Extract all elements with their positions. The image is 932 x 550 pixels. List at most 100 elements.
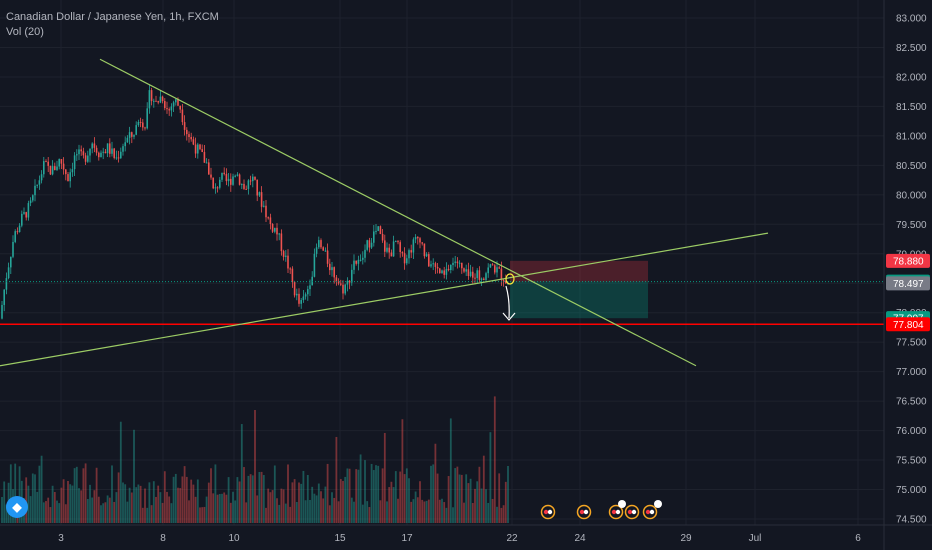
candle-body	[395, 241, 397, 243]
volume-bar	[49, 507, 52, 523]
volume-bar	[287, 464, 289, 523]
take-profit-zone	[510, 281, 648, 319]
candle-body	[474, 277, 476, 279]
candle-body	[326, 250, 329, 264]
candle-body	[397, 241, 399, 243]
candle-body	[93, 143, 96, 148]
volume-bar	[234, 500, 237, 523]
flag-dot	[579, 509, 585, 515]
volume-bar	[452, 507, 454, 523]
volume-bar	[331, 492, 333, 523]
candle-body	[377, 226, 379, 231]
candle-body	[3, 289, 5, 305]
volume-bar	[471, 503, 474, 523]
candle-body	[359, 259, 362, 261]
volume-bar	[137, 484, 140, 523]
volume-bar	[183, 466, 186, 523]
volume-bar	[443, 502, 446, 523]
candle-body	[25, 212, 27, 218]
volume-bar	[425, 500, 428, 523]
candle-body	[192, 139, 195, 145]
candle-body	[102, 151, 104, 153]
candle-body	[423, 243, 426, 257]
volume-bar	[141, 507, 144, 523]
volume-bar	[271, 490, 274, 523]
candle-body	[179, 105, 181, 110]
volume-bar	[80, 490, 83, 523]
candle-body	[287, 255, 289, 269]
volume-bar	[185, 476, 188, 523]
candle-body	[170, 106, 173, 111]
volume-bar	[207, 482, 210, 523]
candle-body	[84, 155, 87, 162]
candle-body	[214, 187, 217, 189]
candle-body	[87, 155, 89, 162]
volume-bar	[75, 466, 78, 523]
candle-body	[60, 159, 63, 164]
volume-bar	[93, 490, 96, 523]
candle-body	[51, 166, 54, 175]
volume-bar	[216, 494, 219, 523]
candle-body	[69, 172, 71, 182]
volume-bar	[381, 468, 384, 523]
candle-body	[364, 249, 366, 258]
volume-bar	[419, 481, 421, 523]
volume-bar	[1, 497, 3, 523]
candle-body	[32, 195, 34, 201]
candle-body	[203, 152, 206, 163]
volume-bar	[423, 501, 426, 523]
candle-body	[467, 269, 470, 277]
volume-bar	[397, 498, 399, 523]
price-tick-label: 75.500	[896, 456, 927, 467]
volume-bar	[159, 492, 162, 523]
candle-body	[82, 151, 85, 156]
volume-bar	[300, 483, 303, 523]
time-tick-label: 3	[58, 533, 64, 544]
volume-bar	[179, 488, 182, 523]
volume-bar	[337, 501, 340, 523]
candle-body	[381, 233, 384, 241]
tradingview-logo-icon[interactable]: ◆	[6, 496, 28, 518]
volume-bar	[254, 409, 256, 523]
volume-bar	[31, 473, 34, 523]
volume-bar	[322, 498, 325, 523]
time-tick-label: 6	[855, 533, 861, 544]
price-tick-label: 80.000	[896, 190, 927, 201]
candle-body	[212, 177, 214, 189]
candle-body	[12, 241, 14, 257]
candle-body	[236, 174, 239, 176]
candle-body	[190, 136, 192, 140]
volume-bar	[361, 504, 364, 523]
candle-body	[322, 247, 324, 251]
candle-body	[16, 231, 19, 233]
volume-bar	[436, 473, 439, 523]
volume-bar	[256, 495, 259, 523]
candle-body	[324, 250, 327, 252]
volume-bar	[456, 466, 459, 523]
volume-indicator-label[interactable]: Vol (20)	[6, 26, 44, 38]
candle-body	[362, 257, 364, 260]
volume-bar	[350, 497, 353, 523]
candle-body	[29, 200, 32, 204]
candle-body	[238, 174, 241, 185]
volume-bar	[247, 475, 250, 523]
candle-body	[168, 109, 170, 111]
time-tick-label: 24	[574, 533, 586, 544]
candle-body	[65, 169, 67, 175]
volume-bar	[293, 479, 296, 523]
price-tag	[886, 317, 930, 332]
volume-bar	[344, 476, 347, 523]
volume-bar	[311, 486, 314, 523]
event-count-badge	[654, 500, 662, 508]
candle-body	[443, 270, 445, 275]
volume-bar	[172, 476, 175, 523]
candle-body	[450, 264, 452, 270]
volume-bar	[126, 501, 129, 523]
volume-bar	[390, 481, 393, 523]
candle-body	[201, 149, 203, 153]
candle-body	[117, 157, 120, 159]
candle-body	[225, 173, 228, 182]
volume-bar	[152, 481, 155, 523]
